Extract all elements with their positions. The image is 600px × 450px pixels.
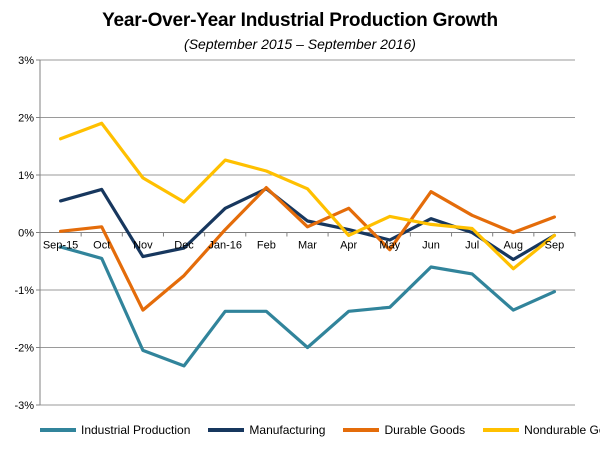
legend-item: Industrial Production <box>40 423 190 437</box>
x-tick-label: Oct <box>93 240 110 252</box>
axes <box>36 59 576 406</box>
y-tick-label: -1% <box>14 285 34 297</box>
legend-item: Manufacturing <box>208 423 325 437</box>
series-lines <box>58 121 557 368</box>
x-tick-label: Sep-15 <box>43 240 78 252</box>
legend-item: Durable Goods <box>343 423 465 437</box>
chart-subtitle: (September 2015 – September 2016) <box>184 36 416 52</box>
series-line-industrial-production <box>58 245 557 368</box>
x-tick-label: Nov <box>133 240 153 252</box>
y-tick-label: -2% <box>14 343 34 355</box>
x-tick-label: Feb <box>257 240 276 252</box>
x-tick-label: Jul <box>465 240 479 252</box>
y-tick-label: 3% <box>18 55 34 67</box>
x-tick-label: Sep <box>545 240 565 252</box>
legend-swatch <box>483 428 520 432</box>
legend-swatch <box>40 428 76 432</box>
x-tick-label: Jun <box>422 240 440 252</box>
x-tick-label: Dec <box>174 240 194 252</box>
y-tick-labels: 3% 2% 1% 0% -1% -2% -3% <box>14 55 34 412</box>
y-tick-label: 1% <box>18 170 34 182</box>
legend-item: Nondurable Goods <box>483 423 600 437</box>
series-line-manufacturing <box>58 187 557 262</box>
legend-label: Nondurable Goods <box>524 423 600 437</box>
legend-swatch <box>343 428 380 432</box>
series-line-nondurable-goods <box>58 121 557 271</box>
y-tick-label: 2% <box>18 113 34 125</box>
legend-label: Manufacturing <box>249 423 326 437</box>
legend-label: Industrial Production <box>81 423 191 437</box>
x-tick-label: Mar <box>298 240 317 252</box>
grid-lines <box>40 59 575 406</box>
legend-swatch <box>208 428 245 432</box>
y-tick-label: -3% <box>14 400 34 412</box>
y-tick-label: 0% <box>18 228 34 240</box>
x-tick-label: Jan-16 <box>208 240 242 252</box>
x-tick-label: Apr <box>340 240 357 252</box>
series-line-durable-goods <box>58 186 557 312</box>
x-tick-label: Aug <box>503 240 523 252</box>
x-tick-labels: Sep-15 Oct Nov Dec Jan-16 Feb Mar Apr May Jun Jul A… <box>43 240 564 252</box>
legend-label: Durable Goods <box>384 423 466 437</box>
chart-title: Year-Over-Year Industrial Production Gro… <box>102 10 498 31</box>
x-tick-label: May <box>379 240 400 252</box>
legend: Industrial Production Manufacturing Durabl… <box>40 420 600 440</box>
